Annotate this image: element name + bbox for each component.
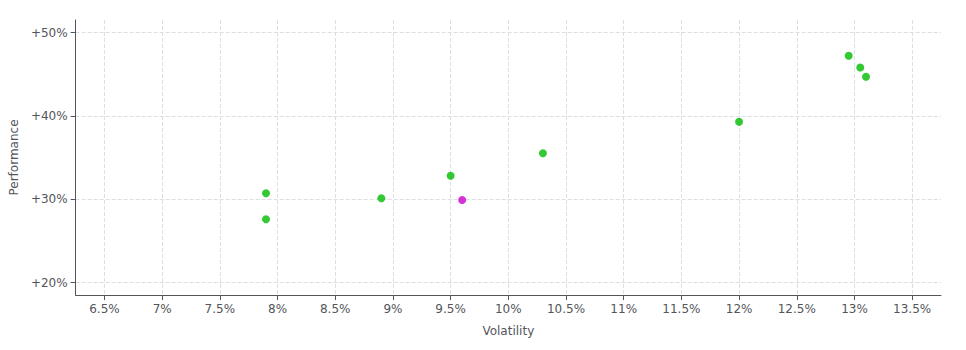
svg-text:13%: 13% — [841, 302, 868, 316]
svg-text:10.5%: 10.5% — [547, 302, 585, 316]
svg-text:9%: 9% — [383, 302, 402, 316]
svg-text:10%: 10% — [495, 302, 522, 316]
svg-text:12.5%: 12.5% — [778, 302, 816, 316]
svg-text:+30%: +30% — [31, 192, 68, 206]
svg-text:13.5%: 13.5% — [893, 302, 931, 316]
svg-text:11.5%: 11.5% — [662, 302, 700, 316]
svg-text:6.5%: 6.5% — [89, 302, 120, 316]
svg-text:12%: 12% — [726, 302, 753, 316]
svg-text:+20%: +20% — [31, 276, 68, 290]
svg-text:7%: 7% — [153, 302, 172, 316]
svg-text:9.5%: 9.5% — [435, 302, 466, 316]
svg-text:+50%: +50% — [31, 26, 68, 40]
svg-text:+40%: +40% — [31, 109, 68, 123]
svg-text:8.5%: 8.5% — [320, 302, 351, 316]
svg-text:Volatility: Volatility — [482, 324, 534, 338]
svg-text:Performance: Performance — [7, 119, 21, 195]
svg-text:11%: 11% — [610, 302, 637, 316]
svg-text:8%: 8% — [268, 302, 287, 316]
svg-text:7.5%: 7.5% — [205, 302, 236, 316]
